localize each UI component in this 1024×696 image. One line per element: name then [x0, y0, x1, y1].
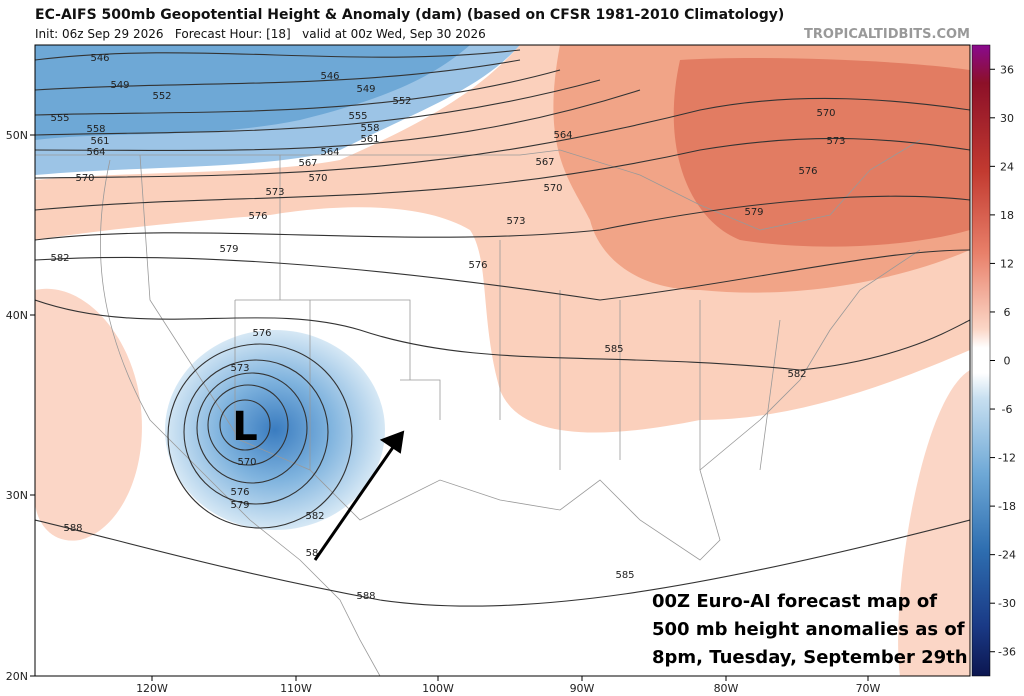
- contour-label: 570: [816, 108, 835, 119]
- contour-label: 546: [320, 71, 339, 82]
- contour-label: 570: [308, 173, 327, 184]
- colorbar-label: 36: [1000, 63, 1014, 76]
- contour-label: 576: [252, 328, 271, 339]
- watermark: TROPICALTIDBITS.COM: [804, 27, 970, 42]
- low-label: L: [232, 404, 258, 450]
- colorbar: [971, 44, 991, 677]
- contour-label: 579: [219, 244, 238, 255]
- contour-label: 576: [230, 487, 249, 498]
- contour-label: 582: [50, 253, 69, 264]
- contour-label: 582: [787, 369, 806, 380]
- map-frame: [34, 44, 971, 677]
- contour-label: 552: [392, 96, 411, 107]
- anomaly-pos: [35, 288, 142, 541]
- contour-label: 555: [348, 111, 367, 122]
- colorbar-label: -36: [998, 646, 1016, 659]
- anomaly-pos: [898, 370, 970, 676]
- colorbar-label: -24: [998, 549, 1016, 562]
- contour-label: 58: [306, 548, 319, 559]
- contour-label: 561: [90, 136, 109, 147]
- contour-label: 555: [50, 113, 69, 124]
- contour-label: 567: [298, 158, 317, 169]
- arrow-head: [379, 430, 405, 454]
- contour-label: 573: [265, 187, 284, 198]
- contour-label: 579: [230, 500, 249, 511]
- contour-label: 552: [152, 91, 171, 102]
- contour-label: 570: [543, 183, 562, 194]
- lat-label: 50N: [6, 129, 28, 142]
- arrow: [313, 430, 405, 561]
- contour-label: 576: [468, 260, 487, 271]
- contour-label: 561: [360, 134, 379, 145]
- colorbar-label: -30: [998, 597, 1016, 610]
- arrow-line: [313, 439, 400, 561]
- contour-label: 564: [86, 147, 105, 158]
- contour-label: 573: [826, 136, 845, 147]
- contour-label: 576: [798, 166, 817, 177]
- colorbar-label: -12: [998, 452, 1016, 465]
- borders: [35, 139, 921, 676]
- title: EC-AIFS 500mb Geopotential Height & Anom…: [35, 7, 784, 23]
- anomaly-pos: [673, 58, 970, 247]
- lon-label: 110W: [280, 682, 312, 695]
- contour-label: 546: [90, 53, 109, 64]
- colorbar-label: 0: [1004, 355, 1011, 368]
- contours: [35, 49, 970, 607]
- lat-label: 20N: [6, 670, 28, 683]
- annotation-line: 00Z Euro-AI forecast map of: [652, 591, 937, 612]
- contour-label: 570: [237, 457, 256, 468]
- contour-label: 564: [553, 130, 572, 141]
- colorbar-label: -6: [1002, 403, 1013, 416]
- contour-label: 573: [506, 216, 525, 227]
- colorbar-label: 30: [1000, 112, 1014, 125]
- contour-label: 585: [615, 570, 634, 581]
- subtitle: Init: 06z Sep 29 2026 Forecast Hour: [18…: [35, 27, 486, 41]
- anomaly-neg: [35, 45, 470, 140]
- annotation: 00Z Euro-AI forecast map of 500 mb heigh…: [652, 591, 968, 668]
- colorbar-label: 6: [1004, 306, 1011, 319]
- contour-label: 588: [63, 523, 82, 534]
- contour-label: 585: [604, 344, 623, 355]
- contour-label: 564: [320, 147, 339, 158]
- contour-label: 558: [86, 124, 105, 135]
- contour-label: 549: [356, 84, 375, 95]
- annotation-line: 500 mb height anomalies as of: [652, 619, 965, 640]
- contour-label: 570: [75, 173, 94, 184]
- lon-label: 80W: [714, 682, 739, 695]
- lon-label: 90W: [570, 682, 595, 695]
- contour-label: 573: [230, 363, 249, 374]
- contour-label: 579: [744, 207, 763, 218]
- contour-label: 567: [535, 157, 554, 168]
- anomaly-low: [165, 330, 385, 530]
- colorbar-label: 18: [1000, 209, 1014, 222]
- lon-label: 70W: [856, 682, 881, 695]
- contour-label: 576: [248, 211, 267, 222]
- contour-label: 558: [360, 123, 379, 134]
- contour-label: 588: [356, 591, 375, 602]
- lat-label: 30N: [6, 489, 28, 502]
- map: [35, 45, 970, 676]
- lat-label: 40N: [6, 309, 28, 322]
- colorbar-label: 24: [1000, 160, 1014, 173]
- lon-label: 100W: [422, 682, 454, 695]
- contour-label: 582: [305, 511, 324, 522]
- colorbar-label: 12: [1000, 257, 1014, 270]
- contour-labels: 5465495525555585615645705465495525555585…: [50, 53, 845, 602]
- colorbar-label: -18: [998, 500, 1016, 513]
- annotation-line: 8pm, Tuesday, September 29th: [652, 647, 968, 668]
- contour-label: 549: [110, 80, 129, 91]
- lon-label: 120W: [136, 682, 168, 695]
